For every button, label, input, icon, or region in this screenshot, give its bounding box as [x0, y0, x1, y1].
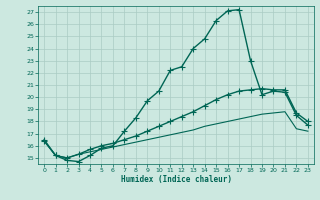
X-axis label: Humidex (Indice chaleur): Humidex (Indice chaleur) [121, 175, 231, 184]
